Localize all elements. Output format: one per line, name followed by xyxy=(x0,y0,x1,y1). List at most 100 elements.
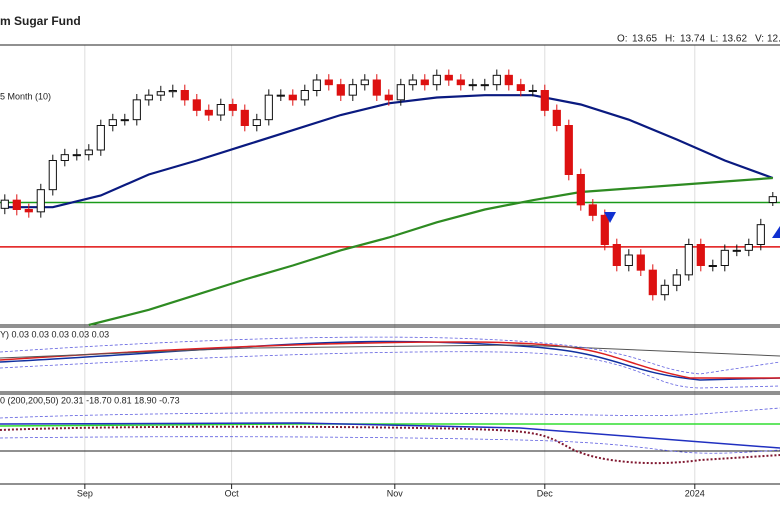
candle-body xyxy=(252,119,261,126)
candle-body xyxy=(48,160,57,191)
price-panel xyxy=(0,44,780,326)
candle-body xyxy=(312,79,321,91)
candle-body xyxy=(336,84,345,96)
x-tick-label: Sep xyxy=(77,488,93,498)
candle-body xyxy=(144,94,153,101)
candle-body xyxy=(0,199,9,209)
candle-body xyxy=(36,189,45,213)
candle-body xyxy=(720,249,729,266)
candle-body xyxy=(672,274,681,286)
candle-body xyxy=(384,94,393,101)
ohlc-readout: O: 13.65 H: 13.74 L: 13.62 V: 12. xyxy=(617,34,780,45)
indicator-band xyxy=(0,436,780,454)
ohlc-value: 12. xyxy=(767,34,780,45)
candle-body xyxy=(96,125,105,151)
candle-body xyxy=(396,84,405,101)
candle-body xyxy=(576,174,585,206)
candle-body xyxy=(84,149,93,156)
candle-body xyxy=(468,84,477,87)
candle-body xyxy=(756,224,765,246)
candle-body xyxy=(492,74,501,86)
candle-body xyxy=(288,94,297,101)
x-tick-label: 2024 xyxy=(685,488,705,498)
candle-body xyxy=(300,90,309,101)
candle-body xyxy=(72,154,81,157)
marks xyxy=(0,69,780,327)
candle-body xyxy=(156,91,165,96)
candle-body xyxy=(432,74,441,86)
candle-body xyxy=(684,244,693,276)
indicator-band xyxy=(0,336,780,375)
signal-arrow xyxy=(772,226,780,238)
x-tick-label: Oct xyxy=(225,488,240,498)
ohlc-value: 13.65 xyxy=(632,34,657,45)
candle-body xyxy=(528,90,537,92)
candle-body xyxy=(768,196,777,204)
ohlc-label: V: xyxy=(755,34,764,45)
candle-body xyxy=(324,79,333,86)
candle-body xyxy=(132,99,141,121)
indicator-panel xyxy=(0,326,780,393)
candle-body xyxy=(24,209,33,213)
candle-body xyxy=(660,284,669,296)
ohlc-label: L: xyxy=(710,34,718,45)
candle-body xyxy=(624,254,633,266)
x-tick-label: Nov xyxy=(387,488,404,498)
candle-body xyxy=(12,199,21,211)
candle-body xyxy=(516,84,525,91)
candle-body xyxy=(600,214,609,245)
candle-body xyxy=(276,94,285,97)
indicator-line xyxy=(0,422,780,449)
ohlc-label: H: xyxy=(665,34,675,45)
candle-body xyxy=(240,109,249,127)
candle-body xyxy=(732,249,741,252)
candle-body xyxy=(264,94,273,121)
signal-arrow xyxy=(604,212,616,223)
legend-text: 5 Month (10) xyxy=(0,91,51,101)
candle-body xyxy=(408,79,417,86)
ohlc-value: 13.74 xyxy=(680,34,705,45)
indicator-line xyxy=(0,423,780,427)
candle-body xyxy=(348,84,357,96)
candle-body xyxy=(588,204,597,216)
indicator-panel xyxy=(0,393,780,452)
candle-body xyxy=(120,119,129,122)
indicator-band xyxy=(0,351,780,389)
indicator-line xyxy=(0,425,780,465)
candle-body xyxy=(216,104,225,116)
moving-average xyxy=(88,176,773,327)
candle-body xyxy=(444,74,453,81)
candle-body xyxy=(204,109,213,116)
candle-body xyxy=(456,79,465,86)
candle-body xyxy=(360,79,369,86)
grid xyxy=(84,45,696,484)
candle-body xyxy=(636,254,645,271)
candle-body xyxy=(168,90,177,93)
candle-body xyxy=(612,244,621,266)
panel-label: Y) 0.03 0.03 0.03 0.03 0.03 xyxy=(0,329,109,339)
panel-label: 0 (200,200,50) 20.31 -18.70 0.81 18.90 -… xyxy=(0,395,180,405)
candle-body xyxy=(552,109,561,127)
candle-body xyxy=(708,265,717,267)
candle-body xyxy=(744,244,753,251)
indicator-line xyxy=(0,344,780,359)
candle-body xyxy=(108,119,117,126)
candle-body xyxy=(540,90,549,111)
candle-body xyxy=(60,154,69,162)
candle-body xyxy=(228,104,237,111)
indicator-line xyxy=(0,340,780,381)
chart-title: m Sugar Fund xyxy=(0,14,81,28)
candle-body xyxy=(564,125,573,175)
indicator-band xyxy=(0,407,780,419)
ohlc-label: O: xyxy=(617,34,628,45)
candle-body xyxy=(372,79,381,96)
candle-body xyxy=(420,79,429,86)
candle-body xyxy=(696,244,705,266)
ohlc-value: 13.62 xyxy=(722,34,747,45)
candle-body xyxy=(648,269,657,296)
candle-body xyxy=(180,90,189,101)
candle-body xyxy=(480,84,489,87)
candle-body xyxy=(504,74,513,86)
